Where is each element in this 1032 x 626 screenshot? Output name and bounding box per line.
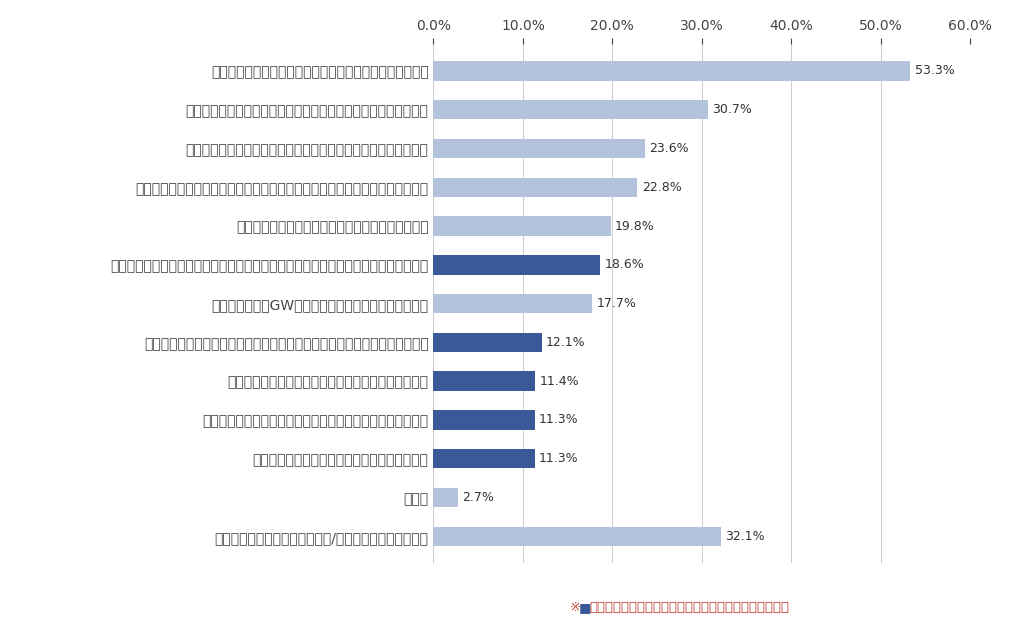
Text: 11.3%: 11.3% (539, 413, 579, 426)
Text: 11.3%: 11.3% (539, 452, 579, 465)
Bar (433, 100, 708, 120)
Text: 53.3%: 53.3% (914, 64, 955, 78)
Bar (433, 217, 611, 236)
Text: 18.6%: 18.6% (605, 259, 644, 271)
Bar (433, 488, 457, 507)
Text: 19.8%: 19.8% (615, 220, 654, 233)
Text: ※: ※ (570, 601, 580, 613)
Bar (433, 371, 536, 391)
Text: 12.1%: 12.1% (546, 336, 586, 349)
Bar (433, 61, 910, 81)
Text: の項目がパーソナル化された情報の受け取り経験の対象: の項目がパーソナル化された情報の受け取り経験の対象 (589, 601, 789, 613)
Text: 23.6%: 23.6% (649, 142, 688, 155)
Bar (433, 255, 600, 275)
Bar (433, 410, 535, 429)
Text: 17.7%: 17.7% (596, 297, 636, 310)
Bar (433, 449, 535, 468)
Bar (433, 332, 542, 352)
Text: ■: ■ (579, 601, 591, 613)
Text: 2.7%: 2.7% (462, 491, 494, 504)
Text: 11.4%: 11.4% (540, 374, 580, 387)
Bar (433, 294, 591, 313)
Bar (433, 178, 638, 197)
Text: 32.1%: 32.1% (725, 530, 765, 543)
Text: 30.7%: 30.7% (712, 103, 752, 116)
Bar (433, 526, 720, 546)
Bar (433, 139, 645, 158)
Text: 22.8%: 22.8% (642, 181, 681, 194)
